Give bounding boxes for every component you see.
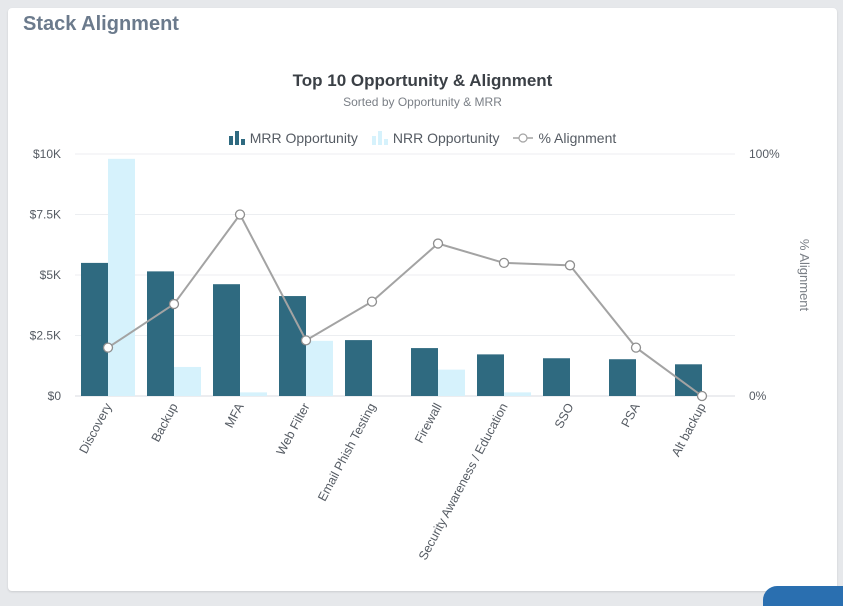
bar-mrr <box>477 354 504 396</box>
y-right-tick-label: 100% <box>749 147 780 161</box>
bar-mrr <box>609 359 636 396</box>
legend-item-nrr[interactable]: NRR Opportunity <box>371 130 500 146</box>
floating-action-button[interactable] <box>763 586 843 606</box>
alignment-point <box>366 296 378 307</box>
line-marker-icon <box>513 133 534 143</box>
bar-mrr <box>411 348 438 396</box>
x-tick-label: Firewall <box>412 401 445 446</box>
bar-mrr <box>543 358 570 396</box>
stack-alignment-card: Stack Alignment Top 10 Opportunity & Ali… <box>8 8 837 591</box>
alignment-point <box>300 335 312 346</box>
alignment-point <box>630 342 642 353</box>
alignment-point <box>696 390 708 402</box>
bar-nrr <box>306 340 333 396</box>
bar-mrr <box>81 262 108 396</box>
alignment-point <box>564 260 576 271</box>
alignment-point <box>432 238 444 249</box>
y-left-tick-label: $10K <box>33 147 61 161</box>
y-left-tick-label: $2.5K <box>30 329 61 343</box>
legend-label-mrr: MRR Opportunity <box>249 130 358 146</box>
bar-nrr <box>174 366 201 396</box>
chart-legend: MRR Opportunity NRR Opportunity % Alignm… <box>8 130 837 146</box>
bar-nrr <box>504 392 531 396</box>
bar-mrr <box>213 284 240 396</box>
alignment-point <box>234 209 246 220</box>
bar-nrr <box>438 369 465 396</box>
alignment-point <box>168 298 180 310</box>
alignment-point <box>102 342 114 353</box>
legend-label-nrr: NRR Opportunity <box>392 130 500 146</box>
x-tick-label: Email Phish Testing <box>315 401 378 504</box>
bar-nrr <box>240 392 267 396</box>
legend-item-alignment[interactable]: % Alignment <box>513 130 616 146</box>
y-left-tick-label: $7.5K <box>30 208 61 222</box>
bar-mrr <box>279 296 306 396</box>
legend-item-mrr[interactable]: MRR Opportunity <box>228 130 358 146</box>
x-tick-label: Backup <box>149 401 181 444</box>
x-tick-label: Alt backup <box>669 401 709 459</box>
legend-label-alignment: % Alignment <box>538 130 617 146</box>
y-right-axis-label: % Alignment <box>797 239 812 312</box>
alignment-line <box>107 212 703 397</box>
y-left-tick-label: $5K <box>40 268 61 282</box>
x-tick-label: MFA <box>222 400 247 430</box>
bar-nrr <box>108 158 135 396</box>
x-tick-label: SSO <box>552 401 577 431</box>
bar-chart-icon <box>228 131 245 145</box>
x-tick-label: PSA <box>619 400 643 429</box>
y-left-tick-label: $0 <box>48 389 62 403</box>
bar-chart-icon <box>371 131 388 145</box>
alignment-point <box>498 257 510 269</box>
bar-mrr <box>147 271 174 396</box>
bar-mrr <box>345 340 372 396</box>
chart-title: Top 10 Opportunity & Alignment <box>292 71 553 90</box>
x-tick-label: Web Filter <box>274 401 313 458</box>
card-title: Stack Alignment <box>23 13 179 35</box>
x-tick-label: Discovery <box>77 400 115 456</box>
y-right-tick-label: 0% <box>749 389 767 403</box>
chart-subtitle: Sorted by Opportunity & MRR <box>343 95 502 109</box>
